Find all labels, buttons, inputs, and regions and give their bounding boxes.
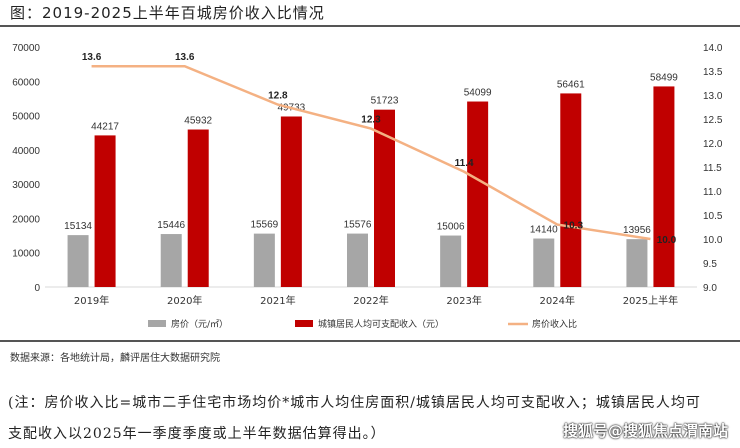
price-data-label: 14140 — [530, 225, 558, 236]
income-data-label: 54099 — [464, 88, 492, 99]
y2-tick-label: 14.0 — [703, 43, 723, 54]
y2-tick-label: 10.5 — [703, 211, 723, 222]
watermark: 搜狐号@搜狐焦点渭南站 — [562, 422, 728, 440]
y2-tick-label: 11.5 — [703, 163, 722, 174]
y-tick-label: 10000 — [12, 249, 40, 260]
x-tick-label: 2022年 — [353, 294, 388, 307]
y-tick-label: 70000 — [12, 43, 40, 54]
price-bar — [440, 235, 462, 287]
y2-tick-label: 10.0 — [703, 235, 723, 246]
y-tick-label: 30000 — [12, 180, 40, 191]
x-tick-label: 2023年 — [446, 294, 481, 307]
price-data-label: 13956 — [623, 225, 651, 236]
price-data-label: 15576 — [344, 220, 372, 231]
legend-price-label: 房价（元/㎡） — [171, 318, 228, 330]
y-tick-label: 20000 — [12, 214, 40, 225]
price-bar — [253, 233, 275, 287]
income-data-label: 44217 — [91, 121, 119, 132]
price-data-label: 15006 — [437, 222, 465, 233]
source-text: 数据来源：各地统计局，麟评居住大数据研究院 — [10, 353, 220, 364]
income-data-label: 51723 — [371, 96, 399, 107]
ratio-data-label: 13.6 — [175, 52, 195, 63]
income-bar — [94, 135, 116, 287]
title-divider — [0, 25, 740, 27]
income-data-label: 58499 — [650, 72, 678, 83]
y-tick-label: 50000 — [12, 112, 40, 123]
y-tick-label: 60000 — [12, 77, 40, 88]
price-data-label: 15134 — [64, 221, 92, 232]
x-tick-label: 2021年 — [260, 294, 295, 307]
price-bar — [160, 234, 182, 287]
ratio-data-label: 10.3 — [564, 221, 584, 232]
income-bar — [467, 101, 489, 287]
price-bar — [626, 239, 648, 287]
x-tick-label: 2020年 — [167, 294, 202, 307]
ratio-data-label: 13.6 — [82, 52, 102, 63]
note-line-1: (注：房价收入比=城市二手住宅市场均价*城市人均住房面积/城镇居民人均可支配收入… — [8, 395, 701, 411]
legend-price-swatch — [148, 320, 166, 327]
y2-tick-label: 9.0 — [703, 283, 717, 294]
price-bar — [533, 238, 555, 287]
y2-tick-label: 11.0 — [703, 187, 722, 198]
income-bar — [187, 129, 209, 287]
note-line-2: 支配收入以2025年一季度季度或上半年数据估算得出。） — [8, 426, 386, 442]
price-data-label: 15569 — [250, 220, 278, 231]
legend-income-swatch — [295, 320, 313, 327]
ratio-line — [91, 64, 651, 241]
income-bar — [374, 109, 395, 287]
legend-ratio-label: 房价收入比 — [532, 318, 577, 330]
income-data-label: 56461 — [557, 79, 585, 90]
chart-divider — [0, 340, 740, 342]
y2-tick-label: 13.5 — [703, 67, 723, 78]
income-bar — [653, 86, 675, 287]
y2-tick-label: 9.5 — [703, 259, 717, 270]
y2-tick-label: 12.0 — [703, 139, 723, 150]
figure-title: 图：2019-2025上半年百城房价收入比情况 — [10, 4, 325, 22]
x-tick-label: 2024年 — [540, 294, 575, 307]
income-bar — [280, 116, 302, 288]
income-bar — [560, 93, 582, 287]
price-data-label: 15446 — [157, 220, 185, 231]
ratio-data-label: 10.0 — [657, 235, 677, 246]
x-tick-label: 2019年 — [74, 294, 109, 307]
price-bar — [67, 235, 89, 287]
ratio-data-label: 12.3 — [361, 115, 381, 126]
income-data-label: 45932 — [184, 116, 212, 127]
price-bar — [347, 233, 368, 287]
y2-tick-label: 12.5 — [703, 115, 723, 126]
y-tick-label: 0 — [34, 283, 40, 294]
ratio-data-label: 12.8 — [268, 91, 288, 102]
legend-income-label: 城镇居民人均可支配收入（元） — [318, 318, 444, 330]
y-tick-label: 40000 — [12, 146, 40, 157]
chart: 0 10000 20000 30000 40000 50000 60000 70000 9.0 9… — [12, 43, 723, 330]
ratio-data-label: 11.4 — [455, 158, 474, 169]
y2-tick-label: 13.0 — [703, 91, 723, 102]
x-tick-label: 2025上半年 — [623, 294, 678, 307]
